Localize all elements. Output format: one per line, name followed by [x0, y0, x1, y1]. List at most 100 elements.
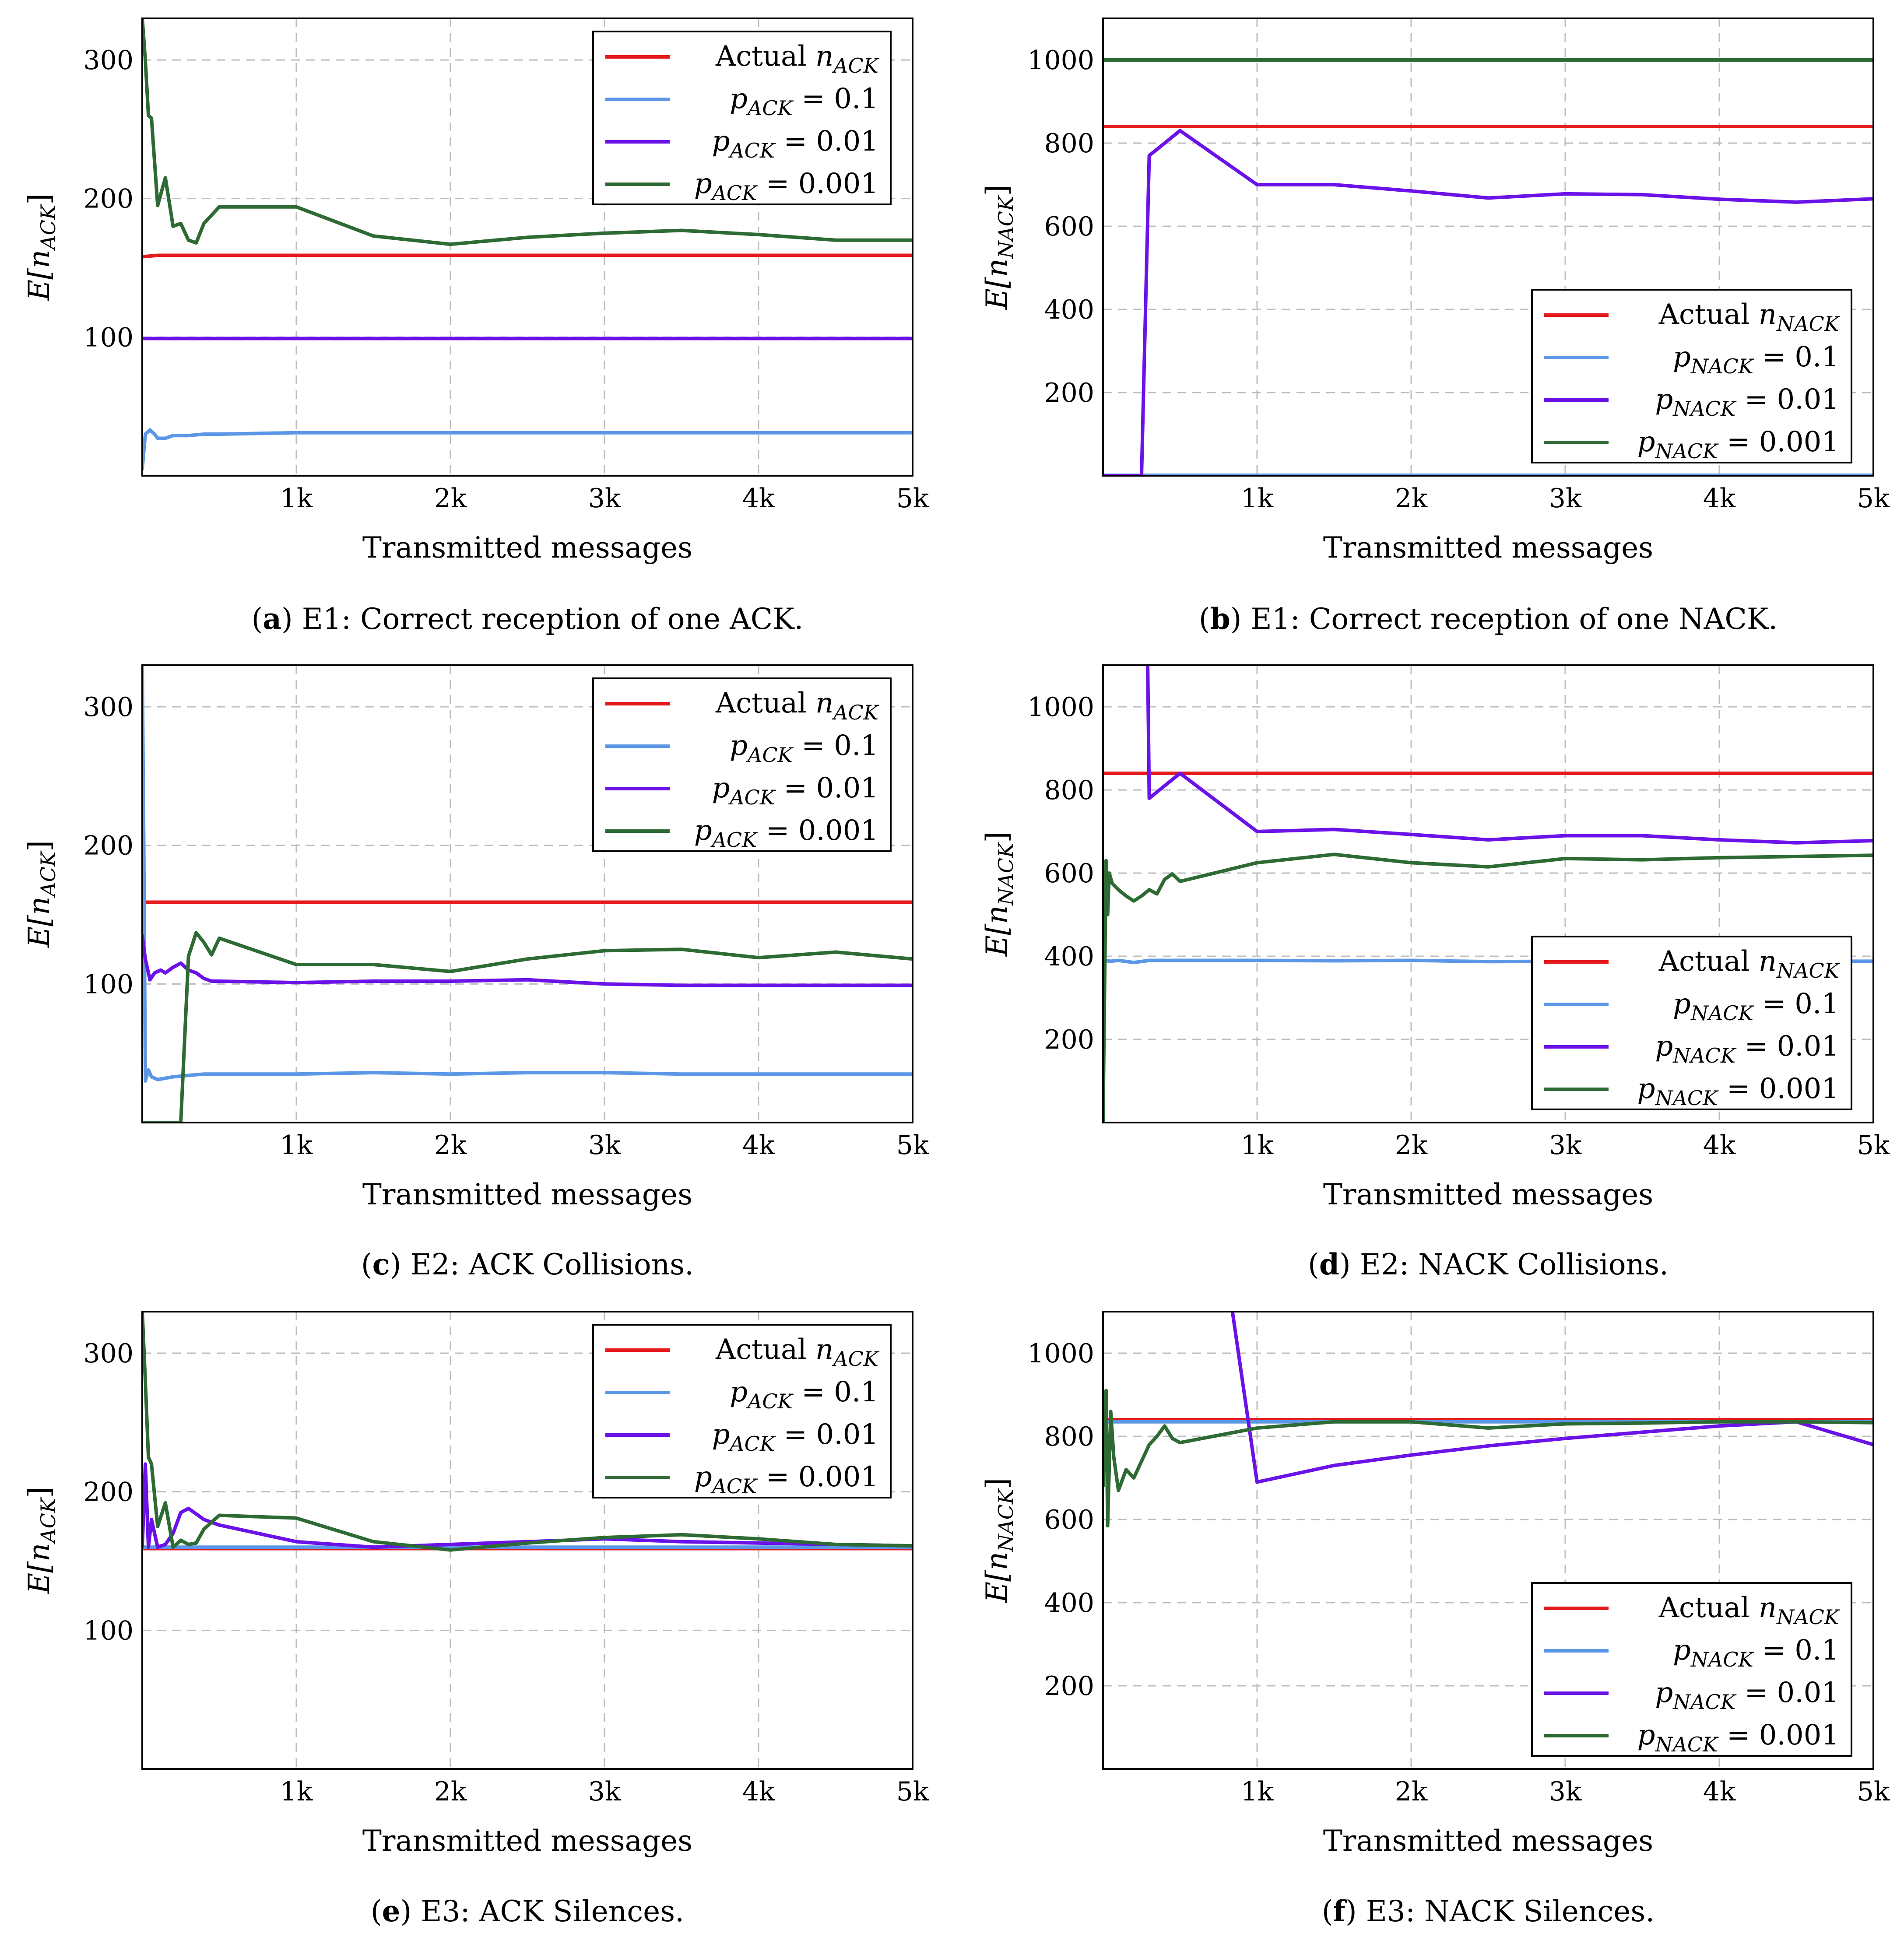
x-tick-label: 3k — [1549, 483, 1582, 514]
panel-caption: (b) E1: Correct reception of one NACK. — [1199, 602, 1778, 636]
chart-panel-e: 1k 2k 3k 4k 5k 100 200 300 Transmitted messages E… — [22, 1311, 929, 1928]
plot-frame — [141, 18, 913, 477]
x-tick-label: 1k — [280, 483, 313, 514]
panel-caption: (a) E1: Correct reception of one ACK. — [251, 602, 803, 636]
legend-label-1: Actual nNACK — [1658, 945, 1841, 983]
y-tick-label: 1000 — [1027, 45, 1094, 76]
x-tick-label: 2k — [1395, 1130, 1428, 1161]
x-tick-label: 5k — [896, 1130, 929, 1161]
legend-label-2: pACK = 0.1 — [730, 1376, 878, 1413]
y-tick-label: 100 — [83, 1615, 133, 1646]
plot-frame — [1102, 18, 1874, 477]
x-tick-label: 1k — [1241, 1130, 1274, 1161]
series-line-4 — [142, 931, 913, 1123]
legend-label-1: Actual nNACK — [1658, 1592, 1841, 1629]
y-tick-label: 600 — [1044, 211, 1094, 242]
legend-box — [592, 31, 892, 205]
x-tick-label: 3k — [588, 483, 621, 514]
legend-label-3: pACK = 0.01 — [712, 125, 878, 162]
y-tick-label: 100 — [83, 322, 133, 353]
series-line-2 — [142, 428, 913, 471]
legend-box — [1531, 936, 1852, 1110]
legend-box — [592, 677, 892, 852]
plot-frame — [1102, 1311, 1874, 1770]
y-tick-label: 800 — [1044, 128, 1094, 159]
x-tick-label: 4k — [742, 1130, 775, 1161]
legend-label-2: pNACK = 0.1 — [1673, 988, 1839, 1025]
series-line-4 — [1103, 1389, 1873, 1528]
series-line-4 — [142, 1312, 913, 1552]
x-tick-label: 2k — [1395, 483, 1428, 514]
y-tick-label: 800 — [1044, 1421, 1094, 1452]
x-tick-label: 1k — [280, 1130, 313, 1161]
legend-label-3: pACK = 0.01 — [712, 772, 878, 809]
legend-label-4: pACK = 0.001 — [694, 1461, 878, 1498]
chart-panel-a: 1k 2k 3k 4k 5k 100 200 300 Transmitted messages E… — [22, 18, 929, 636]
series-line-3 — [1103, 129, 1873, 476]
legend-box — [1531, 1582, 1852, 1757]
x-tick-label: 4k — [742, 483, 775, 514]
chart-panel-d: 1k 2k 3k 4k 5k 200 400 600 800 1000 Transmitted me… — [980, 664, 1890, 1281]
x-tick-label: 5k — [1857, 1776, 1890, 1807]
legend-box — [592, 1324, 892, 1498]
legend-label-1: Actual nACK — [715, 40, 880, 77]
x-tick-label: 5k — [1857, 483, 1890, 514]
y-tick-label: 1000 — [1027, 1338, 1094, 1369]
series-line-3 — [1230, 1312, 1873, 1484]
legend-label-2: pNACK = 0.1 — [1673, 1634, 1839, 1671]
y-axis-label: E[nACK] — [22, 193, 60, 301]
legend: Actual nNACK pNACK = 0.1 pNACK = 0.01 pNACK… — [1531, 289, 1852, 463]
x-axis-label: Transmitted messages — [362, 1824, 692, 1858]
y-tick-label: 400 — [1044, 295, 1094, 325]
y-tick-label: 100 — [83, 969, 133, 1000]
panel-caption: (d) E2: NACK Collisions. — [1308, 1247, 1669, 1281]
y-tick-label: 200 — [1044, 1025, 1094, 1055]
y-axis-label: E[nNACK] — [980, 1478, 1018, 1603]
y-axis-label: E[nACK] — [22, 840, 60, 948]
y-tick-label: 300 — [83, 45, 133, 76]
legend-label-4: pNACK = 0.001 — [1637, 1073, 1839, 1110]
x-axis-label: Transmitted messages — [1323, 1178, 1653, 1211]
series-line-4 — [1103, 853, 1873, 1123]
y-tick-label: 200 — [83, 184, 133, 214]
x-axis-label: Transmitted messages — [362, 531, 692, 565]
legend: Actual nACK pACK = 0.1 pACK = 0.01 pACK = 0… — [592, 1324, 892, 1498]
legend-label-1: Actual nACK — [715, 1333, 880, 1371]
x-tick-label: 1k — [1241, 483, 1274, 514]
x-tick-label: 2k — [434, 483, 467, 514]
y-tick-label: 400 — [1044, 941, 1094, 972]
legend: Actual nNACK pNACK = 0.1 pNACK = 0.01 pNACK… — [1531, 936, 1852, 1110]
y-tick-label: 200 — [83, 831, 133, 861]
legend-label-3: pNACK = 0.01 — [1655, 383, 1839, 421]
legend: Actual nACK pACK = 0.1 pACK = 0.01 pACK = 0… — [592, 31, 892, 205]
x-tick-label: 2k — [434, 1130, 467, 1161]
y-tick-label: 600 — [1044, 858, 1094, 889]
panel-caption: (c) E2: ACK Collisions. — [361, 1247, 694, 1281]
y-tick-label: 300 — [83, 692, 133, 723]
panel-caption: (e) E3: ACK Silences. — [371, 1894, 684, 1928]
legend-label-4: pNACK = 0.001 — [1637, 426, 1839, 463]
legend-label-4: pNACK = 0.001 — [1637, 1719, 1839, 1756]
x-tick-label: 1k — [1241, 1776, 1274, 1807]
legend: Actual nACK pACK = 0.1 pACK = 0.01 pACK = 0… — [592, 677, 892, 852]
y-axis-label: E[nNACK] — [980, 185, 1018, 310]
x-tick-label: 4k — [742, 1776, 775, 1807]
panel-caption: (f) E3: NACK Silences. — [1322, 1894, 1655, 1928]
legend-label-4: pACK = 0.001 — [694, 168, 878, 205]
x-tick-label: 4k — [1703, 1130, 1736, 1161]
x-tick-label: 3k — [588, 1776, 621, 1807]
x-tick-label: 1k — [280, 1776, 313, 1807]
y-tick-label: 1000 — [1027, 692, 1094, 723]
x-tick-label: 5k — [1857, 1130, 1890, 1161]
x-tick-label: 2k — [1395, 1776, 1428, 1807]
series-line-2 — [1103, 958, 1873, 965]
legend-label-3: pNACK = 0.01 — [1655, 1677, 1839, 1714]
x-tick-label: 5k — [896, 1776, 929, 1807]
series-line-4 — [142, 18, 913, 246]
series-line-3 — [1146, 665, 1873, 845]
x-tick-label: 3k — [1549, 1776, 1582, 1807]
x-tick-label: 3k — [588, 1130, 621, 1161]
y-axis-label: E[nNACK] — [980, 832, 1018, 957]
legend-label-3: pNACK = 0.01 — [1655, 1030, 1839, 1067]
